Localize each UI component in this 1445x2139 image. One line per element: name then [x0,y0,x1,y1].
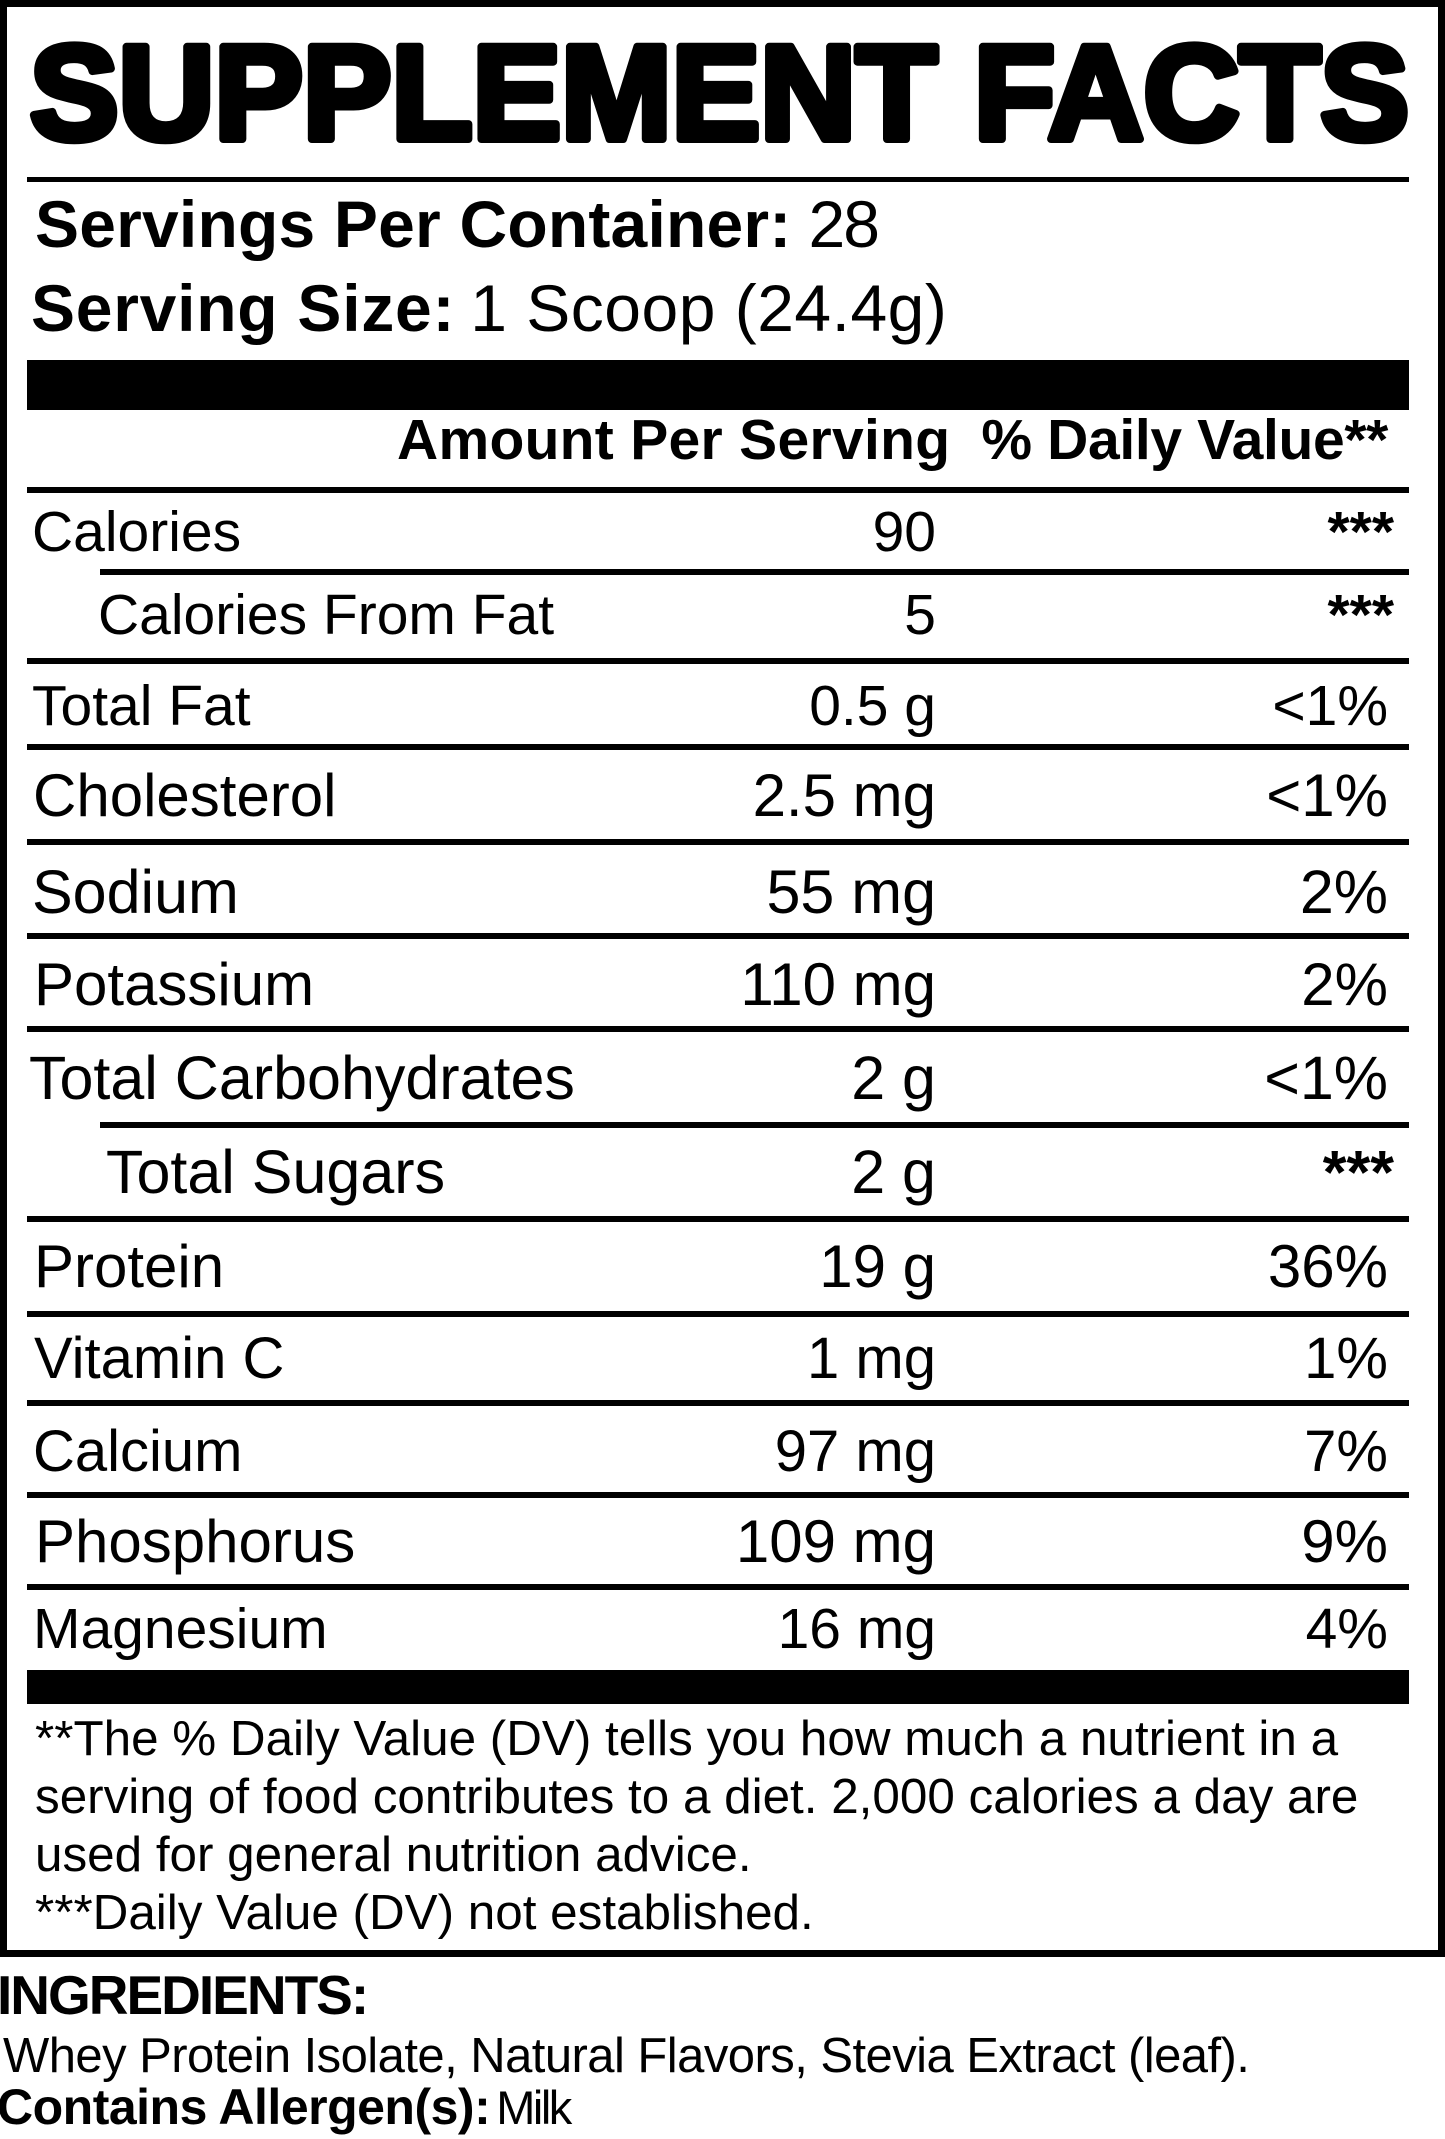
svg-text:SUPPLEMENT FACTS: SUPPLEMENT FACTS [30,19,1409,168]
